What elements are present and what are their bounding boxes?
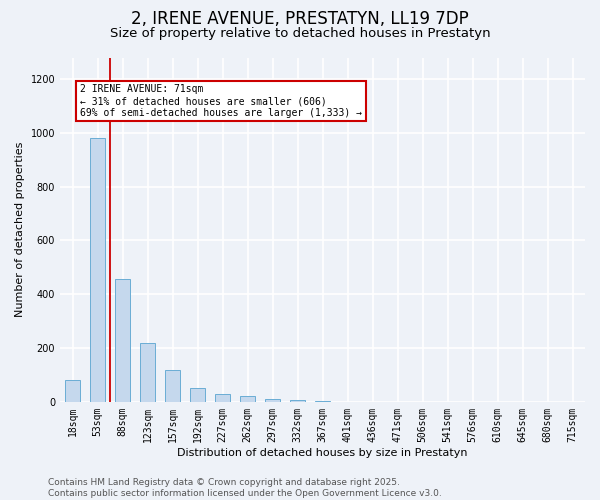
Text: 2, IRENE AVENUE, PRESTATYN, LL19 7DP: 2, IRENE AVENUE, PRESTATYN, LL19 7DP (131, 10, 469, 28)
Bar (215, 394, 230, 402)
Bar (65, 380, 80, 402)
Bar (290, 400, 305, 402)
Text: Size of property relative to detached houses in Prestatyn: Size of property relative to detached ho… (110, 28, 490, 40)
Y-axis label: Number of detached properties: Number of detached properties (15, 142, 25, 318)
Bar (190, 388, 205, 402)
X-axis label: Distribution of detached houses by size in Prestatyn: Distribution of detached houses by size … (177, 448, 468, 458)
Bar (140, 342, 155, 402)
Bar (265, 398, 280, 402)
Bar (115, 280, 130, 402)
Bar (240, 396, 255, 402)
Bar (165, 370, 180, 402)
Bar (90, 138, 105, 402)
Text: Contains HM Land Registry data © Crown copyright and database right 2025.
Contai: Contains HM Land Registry data © Crown c… (48, 478, 442, 498)
Text: 2 IRENE AVENUE: 71sqm
← 31% of detached houses are smaller (606)
69% of semi-det: 2 IRENE AVENUE: 71sqm ← 31% of detached … (80, 84, 362, 117)
